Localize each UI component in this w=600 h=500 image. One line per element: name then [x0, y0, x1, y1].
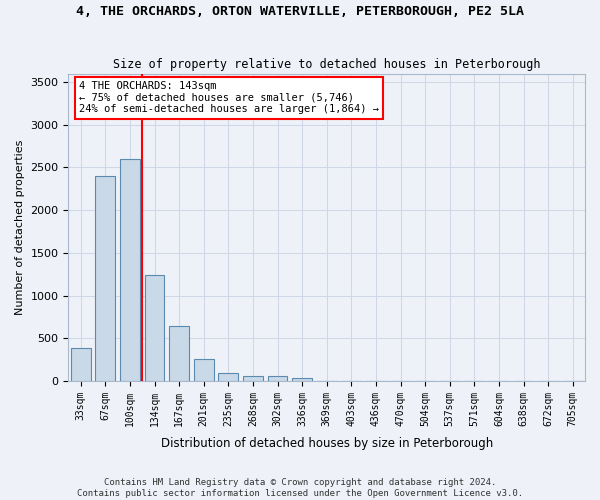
- Bar: [194, 359, 214, 381]
- Bar: [120, 159, 140, 381]
- Bar: [218, 373, 238, 381]
- Text: Contains HM Land Registry data © Crown copyright and database right 2024.
Contai: Contains HM Land Registry data © Crown c…: [77, 478, 523, 498]
- Bar: [243, 376, 263, 381]
- Text: 4, THE ORCHARDS, ORTON WATERVILLE, PETERBOROUGH, PE2 5LA: 4, THE ORCHARDS, ORTON WATERVILLE, PETER…: [76, 5, 524, 18]
- Title: Size of property relative to detached houses in Peterborough: Size of property relative to detached ho…: [113, 58, 541, 71]
- Bar: [268, 376, 287, 381]
- Y-axis label: Number of detached properties: Number of detached properties: [15, 140, 25, 315]
- Bar: [95, 176, 115, 381]
- Bar: [145, 275, 164, 381]
- Bar: [292, 378, 312, 381]
- Bar: [169, 326, 189, 381]
- Text: 4 THE ORCHARDS: 143sqm
← 75% of detached houses are smaller (5,746)
24% of semi-: 4 THE ORCHARDS: 143sqm ← 75% of detached…: [79, 81, 379, 114]
- X-axis label: Distribution of detached houses by size in Peterborough: Distribution of detached houses by size …: [161, 437, 493, 450]
- Bar: [71, 348, 91, 381]
